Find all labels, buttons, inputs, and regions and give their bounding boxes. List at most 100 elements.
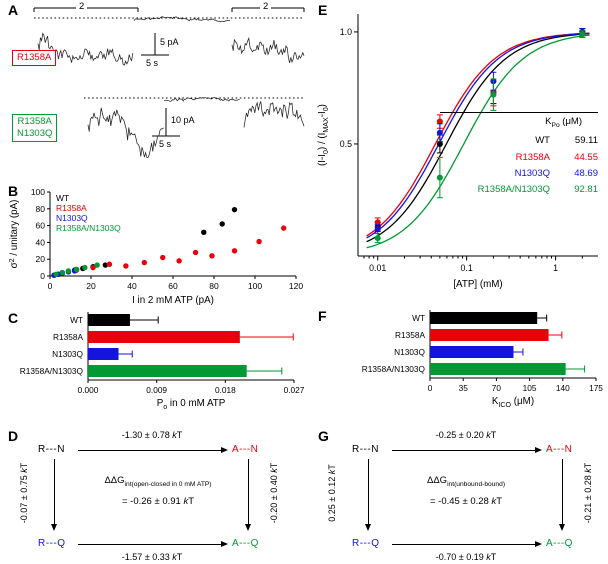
cycle-d-interaction-energy: ΔΔGint(open-closed in 0 mM ATP) = -0.26 … bbox=[104, 475, 212, 508]
cycle-d-node-AN: A---N bbox=[232, 444, 259, 455]
svg-text:60: 60 bbox=[36, 221, 46, 231]
trace2-label-line1: R1358A bbox=[17, 116, 52, 127]
svg-text:40: 40 bbox=[36, 237, 46, 247]
cycle-g-arrow-right bbox=[558, 459, 565, 531]
cycle-g-interaction-energy: ΔΔGint(unbound-bound) = -0.45 ± 0.28 kT bbox=[426, 475, 506, 508]
cycle-d-arrow-top bbox=[78, 446, 228, 453]
svg-text:105: 105 bbox=[523, 383, 537, 393]
cycle-d-left-energy: -0.07 ± 0.75 kT bbox=[19, 462, 29, 524]
panel-letter-d: D bbox=[8, 428, 19, 444]
cycle-d-node-AQ: A---Q bbox=[232, 538, 259, 549]
cycle-d-arrow-left bbox=[50, 459, 57, 531]
cycle-g-arrow-top bbox=[392, 446, 542, 453]
svg-text:0: 0 bbox=[428, 383, 433, 393]
scalebar-current-1: 5 pA bbox=[160, 37, 179, 47]
svg-text:WT: WT bbox=[56, 193, 69, 203]
svg-text:WT: WT bbox=[70, 315, 83, 325]
fit-curve-N1303Q bbox=[366, 32, 590, 239]
bar-N1303Q bbox=[88, 348, 133, 360]
svg-text:Po in 0 mM ATP: Po in 0 mM ATP bbox=[157, 398, 226, 410]
variance-scatter-chart: 0 20 40 60 80 100 120 0 20 40 60 80 100 I in 2 mM ATP… bbox=[8, 187, 303, 306]
bar-WT bbox=[88, 314, 159, 326]
panel-c: C 0.000 0.009 0.018 0.027 Po in 0 mM ATP WT R1… bbox=[8, 310, 306, 412]
bar-R1358A/N1303Q bbox=[88, 365, 283, 377]
kpo-table-header: KPo (μM) bbox=[545, 116, 582, 129]
svg-text:[ATP] (mM): [ATP] (mM) bbox=[453, 279, 502, 290]
cycle-g-arrow-left bbox=[364, 459, 371, 531]
svg-text:60: 60 bbox=[168, 281, 178, 291]
svg-text:70: 70 bbox=[492, 383, 502, 393]
panel-e: E 0.01 0.1 1 0.5 1.0 [ATP] (mM) (I-I0) / (IMAX… bbox=[314, 0, 608, 300]
cycle-d-node-RN: R---N bbox=[38, 444, 65, 455]
atp-bracket-label-left: 2 bbox=[76, 1, 88, 12]
kpo-table: KPo (μM) WT 59.11 R1358A 44.55 N1303Q 48.69… bbox=[440, 112, 598, 198]
cycle-d-node-RQ: R---Q bbox=[38, 538, 66, 549]
fit-curve-R1358A/N1303Q bbox=[366, 34, 590, 249]
cycle-g-right-energy: -0.21 ± 0.28 kT bbox=[583, 462, 593, 524]
panel-letter-g: G bbox=[318, 428, 329, 444]
svg-text:120: 120 bbox=[289, 281, 303, 291]
panel-b: B 0 20 40 60 80 100 120 0 20 40 60 80 100 I in 2 mM A… bbox=[8, 180, 306, 312]
cycle-g-node-AN: A---N bbox=[546, 444, 573, 455]
kico-bar-chart: 0 35 70 105 140 175 KICO (μM) WT R1358A N1303Q R13… bbox=[362, 310, 603, 408]
svg-text:0.009: 0.009 bbox=[146, 385, 167, 395]
svg-text:WT: WT bbox=[412, 313, 425, 323]
svg-text:0.5: 0.5 bbox=[340, 139, 352, 149]
svg-text:35: 35 bbox=[459, 383, 469, 393]
svg-text:0: 0 bbox=[48, 281, 53, 291]
svg-text:σ2 / unitary (pA): σ2 / unitary (pA) bbox=[8, 200, 20, 269]
svg-text:0.018: 0.018 bbox=[215, 385, 236, 395]
svg-text:0: 0 bbox=[40, 271, 45, 281]
cycle-d-bottom-energy: -1.57 ± 0.33 kT bbox=[121, 552, 183, 562]
svg-text:80: 80 bbox=[36, 204, 46, 214]
atp-bracket-label-right: 2 bbox=[260, 1, 272, 12]
trace2-label-line2: N1303Q bbox=[17, 127, 53, 139]
svg-text:100: 100 bbox=[31, 187, 45, 197]
cycle-d-top-energy: -1.30 ± 0.78 kT bbox=[121, 430, 183, 440]
kpo-row-n1303q: N1303Q 48.69 bbox=[514, 167, 598, 179]
svg-text:R1358A/N1303Q: R1358A/N1303Q bbox=[56, 223, 121, 233]
svg-text:175: 175 bbox=[589, 383, 603, 393]
kpo-table-rule bbox=[440, 112, 598, 113]
panel-letter-a: A bbox=[8, 2, 19, 18]
svg-text:20: 20 bbox=[86, 281, 96, 291]
scalebar-time-1: 5 s bbox=[146, 58, 159, 68]
cycle-g-bottom-energy: -0.70 ± 0.19 kT bbox=[435, 552, 497, 562]
svg-text:R1358A: R1358A bbox=[53, 332, 83, 342]
svg-text:140: 140 bbox=[556, 383, 570, 393]
panel-d: D -1.30 ± 0.78 kT R---N A---N R---Q A---… bbox=[8, 426, 308, 564]
panel-letter-b: B bbox=[8, 183, 19, 199]
svg-text:20: 20 bbox=[36, 254, 46, 264]
po-bar-chart: 0.000 0.009 0.018 0.027 Po in 0 mM ATP WT R135… bbox=[20, 312, 305, 410]
svg-text:R1358A/N1303Q: R1358A/N1303Q bbox=[362, 364, 426, 374]
cycle-g-top-energy: -0.25 ± 0.20 kT bbox=[435, 430, 497, 440]
cycle-d-right-energy: -0.20 ± 0.40 kT bbox=[269, 462, 279, 524]
panel-letter-f: F bbox=[318, 308, 327, 324]
svg-text:0.027: 0.027 bbox=[284, 385, 305, 395]
svg-text:100: 100 bbox=[248, 281, 262, 291]
svg-text:40: 40 bbox=[127, 281, 137, 291]
kpo-row-r1358a: R1358A 44.55 bbox=[515, 151, 598, 163]
svg-text:0.000: 0.000 bbox=[78, 385, 99, 395]
svg-text:0.1: 0.1 bbox=[461, 263, 473, 273]
bar-WT bbox=[430, 312, 548, 324]
panel-a: A 2 2 R1358A R1358A N1303Q 5 pA 5 s 10 p… bbox=[8, 0, 308, 178]
svg-text:N1303Q: N1303Q bbox=[394, 347, 425, 357]
cycle-d-arrow-bottom bbox=[78, 540, 228, 547]
scalebar-current-2: 10 pA bbox=[171, 115, 195, 125]
dose-response-chart: 0.01 0.1 1 0.5 1.0 [ATP] (mM) (I-I0) / (IMAX-I… bbox=[317, 14, 598, 290]
svg-text:0.01: 0.01 bbox=[369, 263, 386, 273]
bar-N1303Q bbox=[430, 346, 524, 358]
scalebar-time-2: 5 s bbox=[159, 139, 172, 149]
svg-text:80: 80 bbox=[209, 281, 219, 291]
cycle-g-node-RN: R---N bbox=[352, 444, 379, 455]
bar-R1358A bbox=[430, 329, 563, 341]
panel-letter-c: C bbox=[8, 310, 19, 326]
svg-text:N1303Q: N1303Q bbox=[52, 349, 83, 359]
svg-text:KICO (μM): KICO (μM) bbox=[492, 396, 534, 408]
trace-r1358a-n1303q bbox=[87, 97, 305, 159]
bar-R1358A bbox=[88, 331, 294, 343]
dose-series-R1358A/N1303Q bbox=[374, 30, 586, 244]
cycle-g-left-energy: 0.25 ± 0.12 kT bbox=[327, 464, 337, 522]
